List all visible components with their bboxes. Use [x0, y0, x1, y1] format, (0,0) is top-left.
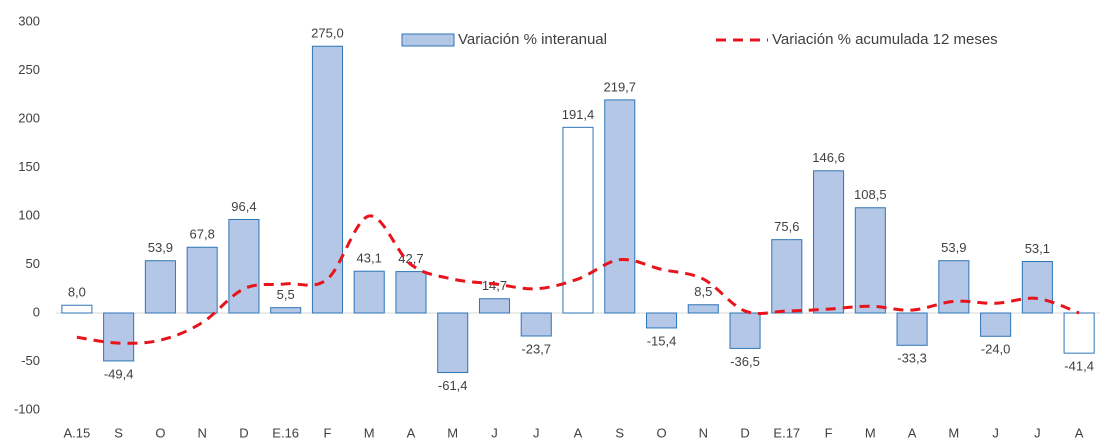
legend-label: Variación % acumulada 12 meses [772, 31, 998, 48]
bar [645, 312, 678, 329]
bar [61, 304, 93, 314]
bar [604, 99, 636, 314]
bar [854, 207, 886, 314]
y-tick-label: -100 [14, 401, 40, 416]
x-tick-label: A [574, 425, 583, 440]
x-tick-label: J [992, 425, 999, 440]
value-label: 108,5 [854, 187, 887, 202]
bar [395, 271, 427, 314]
value-label: -33,3 [897, 351, 927, 366]
value-label: 5,5 [277, 287, 295, 302]
x-tick-label: M [948, 425, 959, 440]
x-tick-label: S [114, 425, 123, 440]
value-label: -15,4 [647, 333, 677, 348]
x-tick-label: F [825, 425, 833, 440]
legend-swatch [401, 33, 455, 47]
bar [771, 239, 803, 314]
bar [311, 45, 343, 314]
value-label: 8,5 [694, 284, 712, 299]
x-tick-label: N [197, 425, 206, 440]
value-label: -23,7 [521, 341, 551, 356]
x-tick-label: M [447, 425, 458, 440]
value-label: 67,8 [190, 227, 215, 242]
value-label: 53,1 [1025, 241, 1050, 256]
x-tick-label: O [656, 425, 666, 440]
bar [896, 312, 928, 346]
value-label: -36,5 [730, 354, 760, 369]
bar [938, 260, 970, 314]
value-label: 53,9 [941, 240, 966, 255]
x-tick-label: J [533, 425, 540, 440]
bar [980, 312, 1012, 337]
x-tick-label: A [1075, 425, 1084, 440]
bar [729, 312, 761, 349]
bar [353, 270, 385, 314]
value-label: 42,7 [398, 251, 423, 266]
bar [437, 312, 469, 374]
value-label: 275,0 [311, 26, 344, 41]
value-label: 53,9 [148, 240, 173, 255]
y-tick-label: 200 [18, 110, 40, 125]
x-tick-label: D [239, 425, 248, 440]
value-label: 219,7 [603, 79, 636, 94]
x-tick-label: A.15 [64, 425, 91, 440]
bar [813, 170, 845, 314]
bar [144, 260, 176, 314]
bar [228, 218, 260, 314]
y-tick-label: 100 [18, 207, 40, 222]
y-tick-label: 150 [18, 159, 40, 174]
value-label: -49,4 [104, 366, 134, 381]
value-label: 96,4 [231, 199, 256, 214]
value-label: 8,0 [68, 285, 86, 300]
y-tick-label: 250 [18, 62, 40, 77]
bar [103, 312, 135, 362]
y-tick-label: 300 [18, 13, 40, 28]
bar [562, 126, 594, 314]
bar [186, 246, 218, 314]
x-tick-label: S [615, 425, 624, 440]
x-tick-label: M [865, 425, 876, 440]
value-label: 14,7 [482, 278, 507, 293]
y-tick-label: 50 [26, 256, 40, 271]
x-tick-label: M [364, 425, 375, 440]
value-label: 75,6 [774, 219, 799, 234]
x-tick-label: A [908, 425, 917, 440]
x-tick-label: O [155, 425, 165, 440]
value-label: 191,4 [562, 107, 595, 122]
legend-label: Variación % interanual [458, 31, 607, 48]
x-tick-label: E.16 [272, 425, 299, 440]
bar [478, 298, 511, 314]
value-label: -24,0 [981, 342, 1011, 357]
y-tick-label: -50 [21, 353, 40, 368]
bar [270, 307, 302, 314]
x-tick-label: F [323, 425, 331, 440]
bar [1021, 260, 1053, 314]
x-tick-label: E.17 [773, 425, 800, 440]
bar [520, 312, 552, 337]
y-tick-label: 0 [33, 304, 40, 319]
bar [687, 304, 719, 314]
x-tick-label: D [740, 425, 749, 440]
value-label: 146,6 [812, 150, 845, 165]
value-label: -61,4 [438, 378, 468, 393]
x-tick-label: J [491, 425, 498, 440]
x-tick-label: N [699, 425, 708, 440]
x-tick-label: J [1034, 425, 1041, 440]
value-label: -41,4 [1064, 359, 1094, 374]
line [76, 214, 1080, 345]
value-label: 43,1 [357, 251, 382, 266]
bar [1063, 312, 1095, 354]
x-tick-label: A [407, 425, 416, 440]
